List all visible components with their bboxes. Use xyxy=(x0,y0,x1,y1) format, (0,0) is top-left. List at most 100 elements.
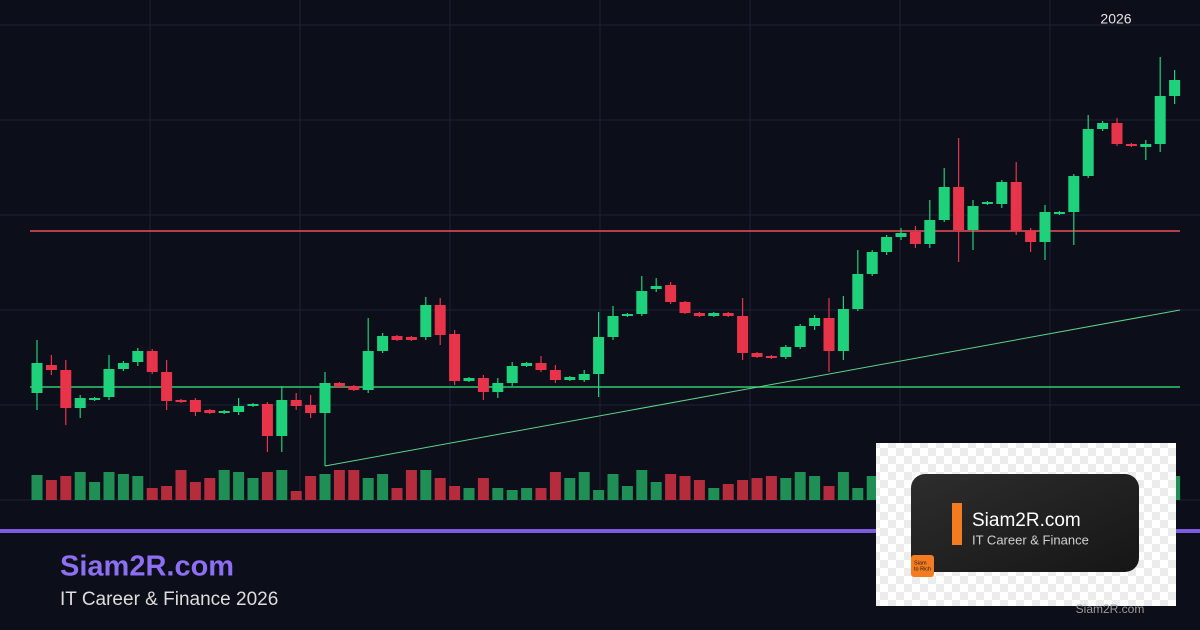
volume-bar xyxy=(449,486,461,500)
candle-body xyxy=(506,366,518,383)
candle-body xyxy=(708,313,720,316)
candle-body xyxy=(737,316,749,353)
icon-text: to Rich xyxy=(914,566,931,572)
candle-body xyxy=(1039,212,1051,242)
candle-body xyxy=(189,400,201,412)
volume-bar xyxy=(722,484,734,500)
card-panel xyxy=(911,474,1139,572)
candle-body xyxy=(621,314,633,316)
volume-bar xyxy=(233,472,245,500)
candle-body xyxy=(650,286,662,289)
candle-body xyxy=(924,220,936,244)
volume-bar xyxy=(809,476,821,500)
volume-bar xyxy=(549,472,561,500)
candle-body xyxy=(362,351,374,390)
candle-body xyxy=(1097,123,1109,129)
candle-body xyxy=(564,377,576,380)
volume-bar xyxy=(708,488,720,500)
candle-body xyxy=(233,406,245,412)
volume-bar xyxy=(607,474,619,500)
candle-body xyxy=(578,374,590,380)
volume-bar xyxy=(276,470,288,500)
volume-bar xyxy=(780,478,792,500)
footer-title: Siam2R.com xyxy=(60,551,234,583)
candle-body xyxy=(693,313,705,316)
volume-bar xyxy=(117,474,129,500)
candle-body xyxy=(967,206,979,230)
volume-bar xyxy=(348,470,360,500)
candle-body xyxy=(809,318,821,326)
volume-bar xyxy=(31,475,43,500)
candle-body xyxy=(45,365,57,370)
candle-body xyxy=(132,351,144,362)
candle-body xyxy=(405,337,417,340)
candle-body xyxy=(103,369,115,397)
candle-body xyxy=(1140,144,1152,147)
volume-bar xyxy=(420,470,432,500)
volume-bar xyxy=(261,472,273,500)
volume-bar xyxy=(319,474,331,500)
candle-body xyxy=(218,411,230,413)
candle-body xyxy=(377,336,389,351)
volume-bar xyxy=(564,478,576,500)
volume-bar xyxy=(103,472,115,500)
candle-body xyxy=(722,313,734,316)
candle-body xyxy=(521,363,533,366)
candle-body xyxy=(1111,123,1123,144)
volume-bar xyxy=(593,490,605,500)
volume-bar xyxy=(866,476,878,500)
volume-bar xyxy=(290,491,302,500)
volume-bar xyxy=(377,474,389,500)
candle-body xyxy=(665,285,677,302)
candle-body xyxy=(276,400,288,436)
candle-body xyxy=(305,405,317,413)
volume-bar xyxy=(60,476,72,500)
logo-bar xyxy=(952,503,962,545)
volume-bar xyxy=(650,482,662,500)
candle-body xyxy=(74,398,86,408)
volume-bar xyxy=(751,478,763,500)
candle-body xyxy=(161,372,173,401)
candle-body xyxy=(1025,231,1037,242)
candle-body xyxy=(794,326,806,347)
candle-body xyxy=(247,404,259,406)
volume-bar xyxy=(621,486,633,500)
candle-body xyxy=(463,378,475,381)
icon-text: Siam xyxy=(914,560,927,566)
logo-card: Siam2R.com IT Career & Finance Siam to R… xyxy=(876,443,1176,616)
candle-body xyxy=(319,383,331,413)
candle-body xyxy=(348,386,360,390)
volume-bar xyxy=(305,476,317,500)
card-title: Siam2R.com xyxy=(972,510,1081,531)
volume-bar xyxy=(463,488,475,500)
candle-body xyxy=(89,398,101,400)
volume-bar xyxy=(189,482,201,500)
candle-body xyxy=(333,383,345,387)
candle-body xyxy=(823,318,835,351)
candle-body xyxy=(549,370,561,380)
volume-bar xyxy=(852,488,864,500)
volume-bar xyxy=(391,488,403,500)
volume-bar xyxy=(146,488,158,500)
volume-bar xyxy=(89,482,101,500)
candle-body xyxy=(420,305,432,337)
candle-body xyxy=(981,202,993,204)
volume-bar xyxy=(636,470,648,500)
volume-bar xyxy=(492,488,504,500)
candle-body xyxy=(1169,80,1181,96)
candle-body xyxy=(175,400,187,402)
candle-body xyxy=(204,410,216,413)
volume-bar xyxy=(679,476,691,500)
candle-body xyxy=(449,334,461,381)
candle-body xyxy=(765,356,777,358)
candle-body xyxy=(895,233,907,237)
volume-bar xyxy=(434,478,446,500)
candle-body xyxy=(31,363,43,393)
volume-bar xyxy=(535,488,547,500)
card-subtitle: IT Career & Finance xyxy=(972,532,1089,547)
volume-bar xyxy=(362,478,374,500)
candle-body xyxy=(866,252,878,274)
volume-bar xyxy=(837,472,849,500)
divider xyxy=(0,529,1200,533)
